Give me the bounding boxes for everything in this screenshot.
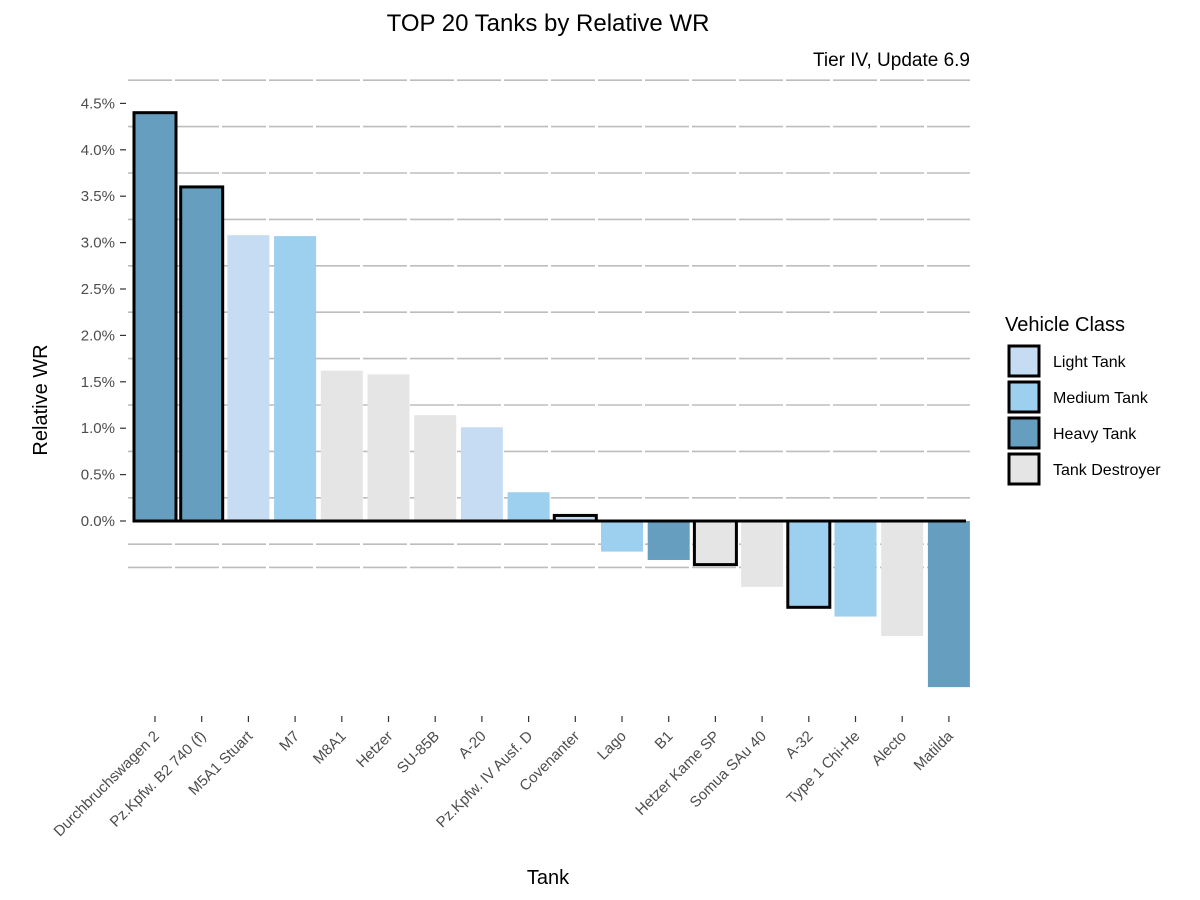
bar <box>507 492 550 521</box>
legend-swatch <box>1007 452 1041 486</box>
legend-label: Tank Destroyer <box>1053 462 1161 479</box>
y-tick-label: 4.0% <box>81 142 115 159</box>
y-tick-label: 3.5% <box>81 188 115 205</box>
bar <box>227 235 270 521</box>
x-axis: Durchbruchswagen 2Pz.Kpfw. B2 740 (f)M5A… <box>51 716 958 840</box>
y-axis-label: Relative WR <box>30 344 52 455</box>
legend-swatch <box>1007 416 1041 450</box>
x-tick-label: Hetzer Kame SP <box>632 728 723 819</box>
legend-swatch <box>1007 380 1041 414</box>
y-tick-label: 1.5% <box>81 374 115 391</box>
bar <box>132 111 178 523</box>
x-tick-label: M7 <box>276 728 303 755</box>
y-tick-label: 2.5% <box>81 281 115 298</box>
y-tick-label: 0.5% <box>81 467 115 484</box>
bar <box>179 185 225 523</box>
chart-subtitle: Tier IV, Update 6.9 <box>813 50 970 71</box>
y-tick-label: 0.0% <box>81 513 115 530</box>
legend-label: Medium Tank <box>1053 390 1149 407</box>
x-tick-label: A-20 <box>455 728 489 762</box>
legend: Vehicle Class Light Tank Medium Tank Heavy… <box>1005 314 1161 486</box>
x-axis-label: Tank <box>527 867 570 889</box>
x-tick-label: Matilda <box>911 727 958 774</box>
y-tick-label: 2.0% <box>81 327 115 344</box>
bar <box>320 370 363 521</box>
y-tick-label: 3.0% <box>81 235 115 252</box>
legend-title: Vehicle Class <box>1005 314 1125 336</box>
bar <box>881 521 924 637</box>
y-axis: 0.0% 0.5% 1.0% 1.5% 2.0% 2.5% 3.0% 3.5% 4.0% 4.5% <box>81 95 126 530</box>
bar <box>460 427 503 521</box>
bar <box>741 521 784 587</box>
bars <box>132 111 970 688</box>
legend-swatch <box>1007 344 1041 378</box>
bar <box>367 374 410 521</box>
bar <box>414 415 457 521</box>
bar <box>647 521 690 560</box>
x-tick-label: M8A1 <box>310 728 350 768</box>
x-tick-label: Lago <box>594 728 630 764</box>
bar <box>601 521 643 552</box>
chart-title: TOP 20 Tanks by Relative WR <box>387 10 710 37</box>
x-tick-label: Alecto <box>869 728 911 770</box>
y-tick-label: 1.0% <box>81 420 115 437</box>
y-tick-label: 4.5% <box>81 95 115 112</box>
legend-label: Light Tank <box>1053 354 1127 371</box>
bar <box>834 521 877 617</box>
bar <box>927 521 970 688</box>
x-tick-label: A-32 <box>782 728 816 762</box>
legend-label: Heavy Tank <box>1053 426 1137 443</box>
bar <box>692 519 738 567</box>
bar <box>786 519 832 609</box>
x-tick-label: Hetzer <box>353 728 396 771</box>
x-tick-label: SU-85B <box>394 728 443 777</box>
bar <box>274 236 317 521</box>
x-tick-label: B1 <box>652 728 677 753</box>
